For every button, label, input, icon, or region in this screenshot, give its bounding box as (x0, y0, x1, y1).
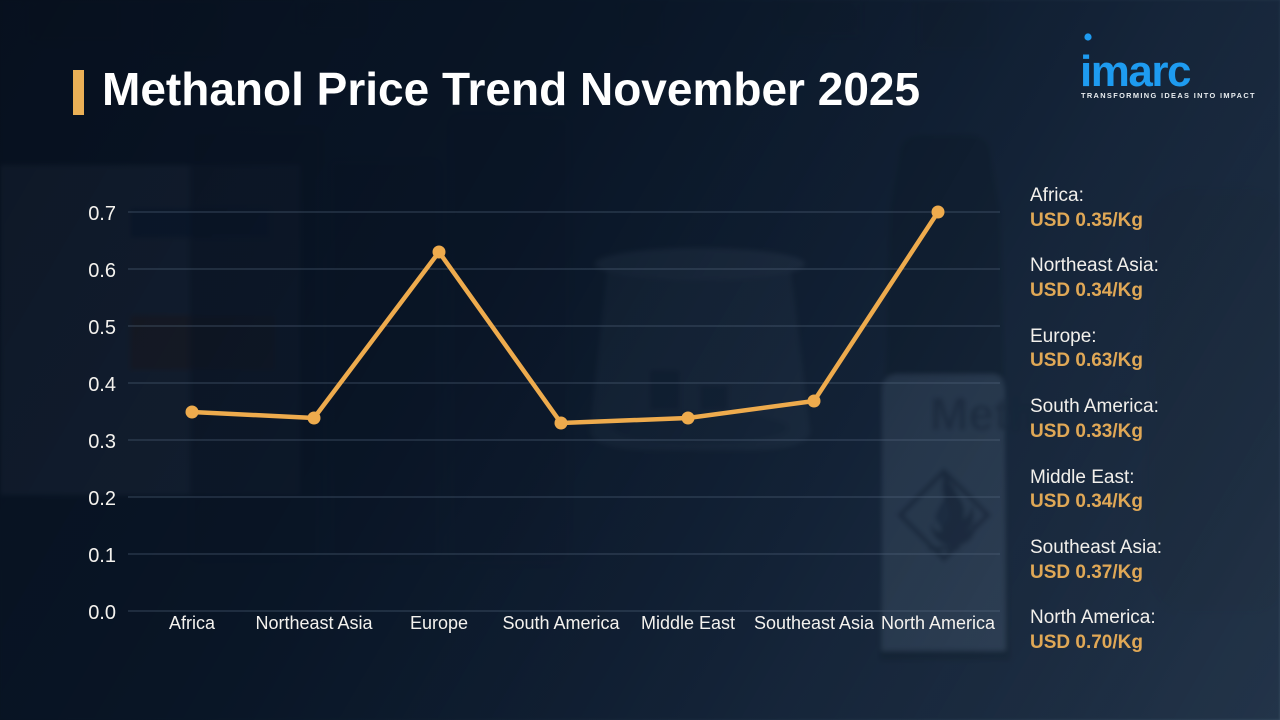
svg-text:TRANSFORMING IDEAS INTO IMPACT: TRANSFORMING IDEAS INTO IMPACT (1081, 91, 1256, 100)
svg-text:0.4: 0.4 (88, 374, 116, 396)
svg-text:0.7: 0.7 (88, 203, 116, 225)
svg-text:South America: South America (502, 613, 620, 633)
svg-text:Southeast Asia: Southeast Asia (754, 613, 875, 633)
svg-text:0.0: 0.0 (88, 602, 116, 624)
svg-text:imarc: imarc (1080, 47, 1191, 96)
svg-text:0.2: 0.2 (88, 488, 116, 510)
svg-text:North America: North America (881, 613, 996, 633)
svg-text:Europe: Europe (410, 613, 468, 633)
svg-text:Africa: Africa (169, 613, 216, 633)
svg-text:Middle East: Middle East (641, 613, 735, 633)
svg-text:0.1: 0.1 (88, 545, 116, 567)
svg-text:0.6: 0.6 (88, 260, 116, 282)
svg-text:0.3: 0.3 (88, 431, 116, 453)
svg-text:0.5: 0.5 (88, 317, 116, 339)
svg-text:Northeast Asia: Northeast Asia (255, 613, 373, 633)
